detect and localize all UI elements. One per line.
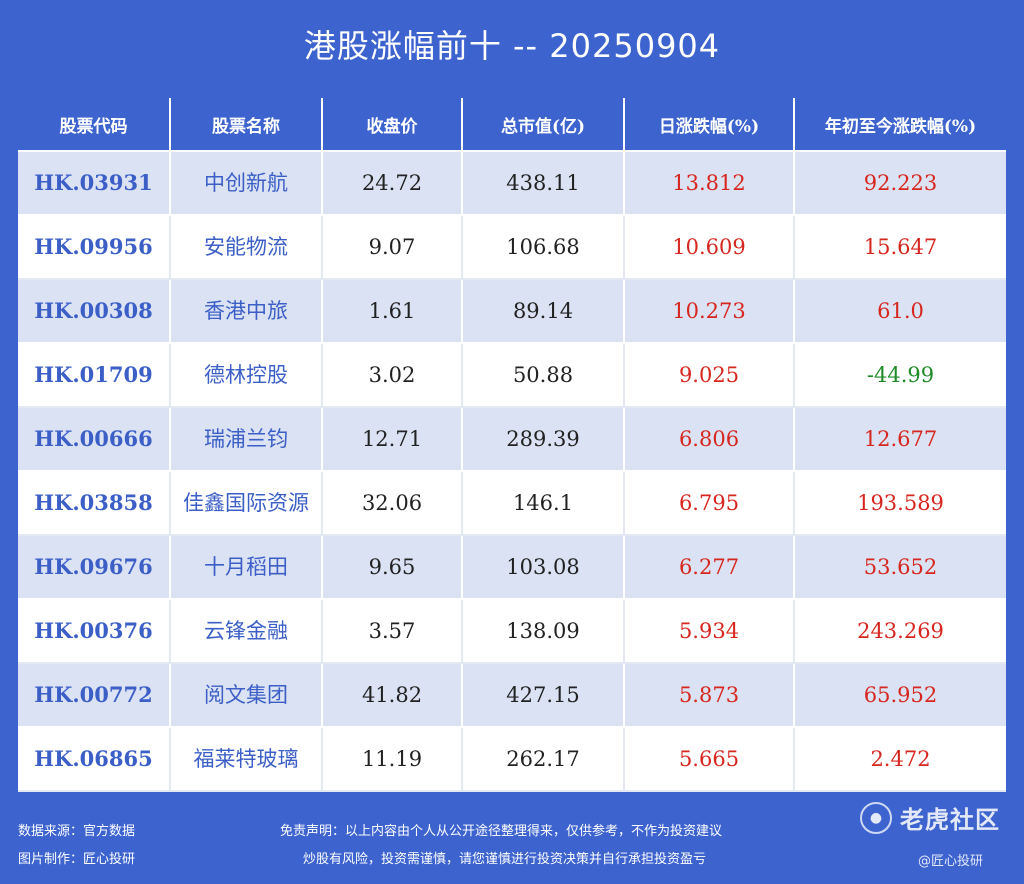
ytd-change-cell: 15.647: [794, 215, 1006, 280]
close-price-cell: 3.02: [322, 343, 463, 408]
stock-name-cell: 香港中旅: [170, 279, 323, 344]
ytd-change-cell: 193.589: [794, 471, 1006, 536]
daily-change-cell: 5.934: [624, 599, 795, 664]
market-cap-cell: 138.09: [462, 599, 625, 664]
market-cap-cell: 427.15: [462, 663, 625, 728]
table-row: HK.03931 中创新航 24.72 438.11 13.812 92.223: [18, 151, 1006, 216]
stock-name-cell: 福莱特玻璃: [170, 727, 323, 792]
daily-change-cell: 10.609: [624, 215, 795, 280]
close-price-cell: 12.71: [322, 407, 463, 472]
ytd-change-cell: 2.472: [794, 727, 1006, 792]
tiger-logo-icon: ●: [860, 801, 892, 834]
stock-code-cell: HK.03858: [18, 471, 171, 536]
market-cap-cell: 89.14: [462, 279, 625, 344]
header-market-cap: 总市值(亿): [462, 98, 625, 152]
table-row: HK.00376 云锋金融 3.57 138.09 5.934 243.269: [18, 599, 1006, 664]
daily-change-cell: 5.665: [624, 727, 795, 792]
stock-name-cell: 阅文集团: [170, 663, 323, 728]
close-price-cell: 11.19: [322, 727, 463, 792]
table-body: HK.03931 中创新航 24.72 438.11 13.812 92.223 HK.09…: [18, 151, 1006, 792]
close-price-cell: 3.57: [322, 599, 463, 664]
ytd-change-cell: 61.0: [794, 279, 1006, 344]
table-row: HK.06865 福莱特玻璃 11.19 262.17 5.665 2.472: [18, 727, 1006, 792]
stock-table-container: 股票代码 股票名称 收盘价 总市值(亿) 日涨跌幅(%) 年初至今涨跌幅(%) …: [18, 98, 1006, 792]
image-credit: 图片制作：匠心投研: [18, 852, 136, 867]
daily-change-cell: 6.795: [624, 471, 795, 536]
header-stock-code: 股票代码: [18, 98, 171, 152]
ytd-change-cell: -44.99: [794, 343, 1006, 408]
market-cap-cell: 438.11: [462, 151, 625, 216]
disclaimer-line-1: 免责声明：以上内容由个人从公开途径整理得来，仅供参考，不作为投资建议: [280, 824, 723, 839]
watermark-text: 老虎社区: [900, 806, 1000, 834]
stock-name-cell: 德林控股: [170, 343, 323, 408]
table-row: HK.03858 佳鑫国际资源 32.06 146.1 6.795 193.589: [18, 471, 1006, 536]
table-row: HK.09676 十月稻田 9.65 103.08 6.277 53.652: [18, 535, 1006, 600]
close-price-cell: 1.61: [322, 279, 463, 344]
table-row: HK.01709 德林控股 3.02 50.88 9.025 -44.99: [18, 343, 1006, 408]
market-cap-cell: 103.08: [462, 535, 625, 600]
header-ytd-change: 年初至今涨跌幅(%): [794, 98, 1006, 152]
stock-code-cell: HK.00772: [18, 663, 171, 728]
stock-code-cell: HK.09676: [18, 535, 171, 600]
close-price-cell: 32.06: [322, 471, 463, 536]
daily-change-cell: 6.277: [624, 535, 795, 600]
stock-name-cell: 瑞浦兰钧: [170, 407, 323, 472]
daily-change-cell: 10.273: [624, 279, 795, 344]
stock-name-cell: 安能物流: [170, 215, 323, 280]
table-row: HK.00666 瑞浦兰钧 12.71 289.39 6.806 12.677: [18, 407, 1006, 472]
daily-change-cell: 13.812: [624, 151, 795, 216]
market-cap-cell: 50.88: [462, 343, 625, 408]
ytd-change-cell: 92.223: [794, 151, 1006, 216]
market-cap-cell: 106.68: [462, 215, 625, 280]
market-cap-cell: 289.39: [462, 407, 625, 472]
table-row: HK.00772 阅文集团 41.82 427.15 5.873 65.952: [18, 663, 1006, 728]
header-close-price: 收盘价: [322, 98, 463, 152]
daily-change-cell: 5.873: [624, 663, 795, 728]
close-price-cell: 9.07: [322, 215, 463, 280]
stock-code-cell: HK.09956: [18, 215, 171, 280]
stock-code-cell: HK.03931: [18, 151, 171, 216]
stock-code-cell: HK.06865: [18, 727, 171, 792]
stock-name-cell: 十月稻田: [170, 535, 323, 600]
data-source: 数据来源：官方数据: [18, 824, 136, 839]
table-row: HK.09956 安能物流 9.07 106.68 10.609 15.647: [18, 215, 1006, 280]
footer: 数据来源：官方数据 图片制作：匠心投研 免责声明：以上内容由个人从公开途径整理得…: [0, 806, 1024, 884]
header-daily-change: 日涨跌幅(%): [624, 98, 795, 152]
page-title: 港股涨幅前十 -- 20250904: [303, 27, 721, 65]
ytd-change-cell: 53.652: [794, 535, 1006, 600]
stock-code-cell: HK.00666: [18, 407, 171, 472]
stock-name-cell: 中创新航: [170, 151, 323, 216]
stock-code-cell: HK.01709: [18, 343, 171, 408]
watermark-sub: @匠心投研: [918, 854, 984, 869]
stock-table: 股票代码 股票名称 收盘价 总市值(亿) 日涨跌幅(%) 年初至今涨跌幅(%) …: [18, 98, 1006, 792]
market-cap-cell: 146.1: [462, 471, 625, 536]
stock-name-cell: 云锋金融: [170, 599, 323, 664]
stock-name-cell: 佳鑫国际资源: [170, 471, 323, 536]
ytd-change-cell: 65.952: [794, 663, 1006, 728]
stock-code-cell: HK.00308: [18, 279, 171, 344]
ytd-change-cell: 243.269: [794, 599, 1006, 664]
close-price-cell: 9.65: [322, 535, 463, 600]
watermark-logo: ● 老虎社区: [860, 800, 1000, 835]
stock-code-cell: HK.00376: [18, 599, 171, 664]
disclaimer-line-2: 炒股有风险，投资需谨慎，请您谨慎进行投资决策并自行承担投资盈亏: [303, 852, 707, 867]
daily-change-cell: 9.025: [624, 343, 795, 408]
ytd-change-cell: 12.677: [794, 407, 1006, 472]
close-price-cell: 41.82: [322, 663, 463, 728]
close-price-cell: 24.72: [322, 151, 463, 216]
header-stock-name: 股票名称: [170, 98, 323, 152]
table-header-row: 股票代码 股票名称 收盘价 总市值(亿) 日涨跌幅(%) 年初至今涨跌幅(%): [18, 98, 1006, 152]
market-cap-cell: 262.17: [462, 727, 625, 792]
daily-change-cell: 6.806: [624, 407, 795, 472]
table-row: HK.00308 香港中旅 1.61 89.14 10.273 61.0: [18, 279, 1006, 344]
